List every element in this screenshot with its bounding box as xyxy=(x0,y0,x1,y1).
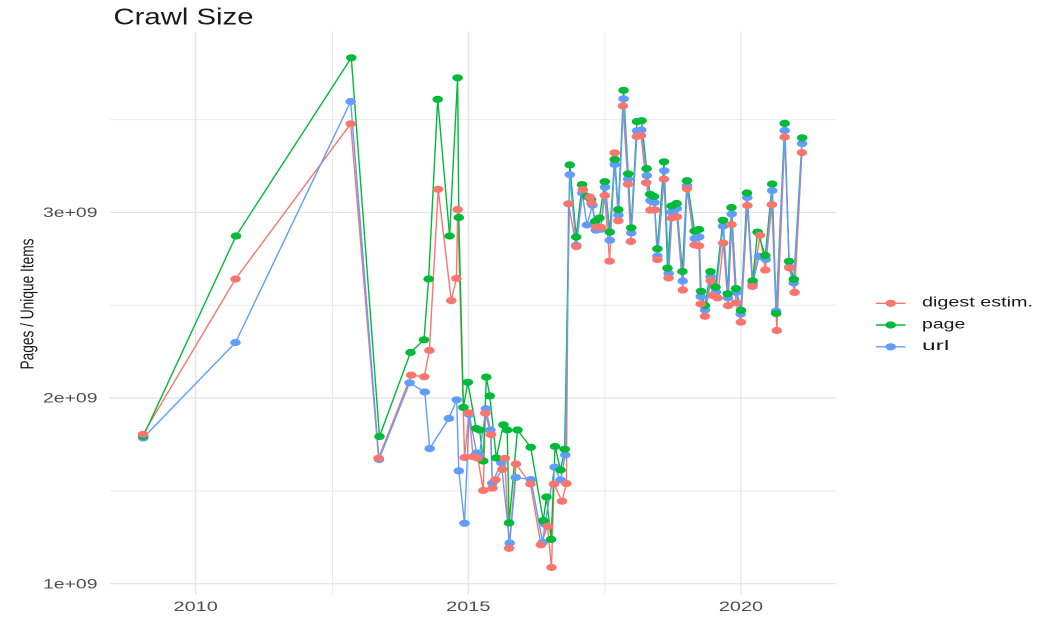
svg-text:3e+09: 3e+09 xyxy=(43,205,98,220)
svg-text:2010: 2010 xyxy=(174,599,218,614)
svg-text:Pages / Unique Items: Pages / Unique Items xyxy=(16,239,38,370)
svg-text:1e+09: 1e+09 xyxy=(43,576,98,591)
svg-text:digest estim.: digest estim. xyxy=(922,295,1033,310)
svg-text:url: url xyxy=(922,338,949,353)
svg-text:2020: 2020 xyxy=(719,599,763,614)
svg-text:Crawl Size: Crawl Size xyxy=(114,3,254,29)
svg-text:page: page xyxy=(922,316,965,331)
svg-text:2e+09: 2e+09 xyxy=(43,391,98,406)
svg-text:2015: 2015 xyxy=(446,599,490,614)
